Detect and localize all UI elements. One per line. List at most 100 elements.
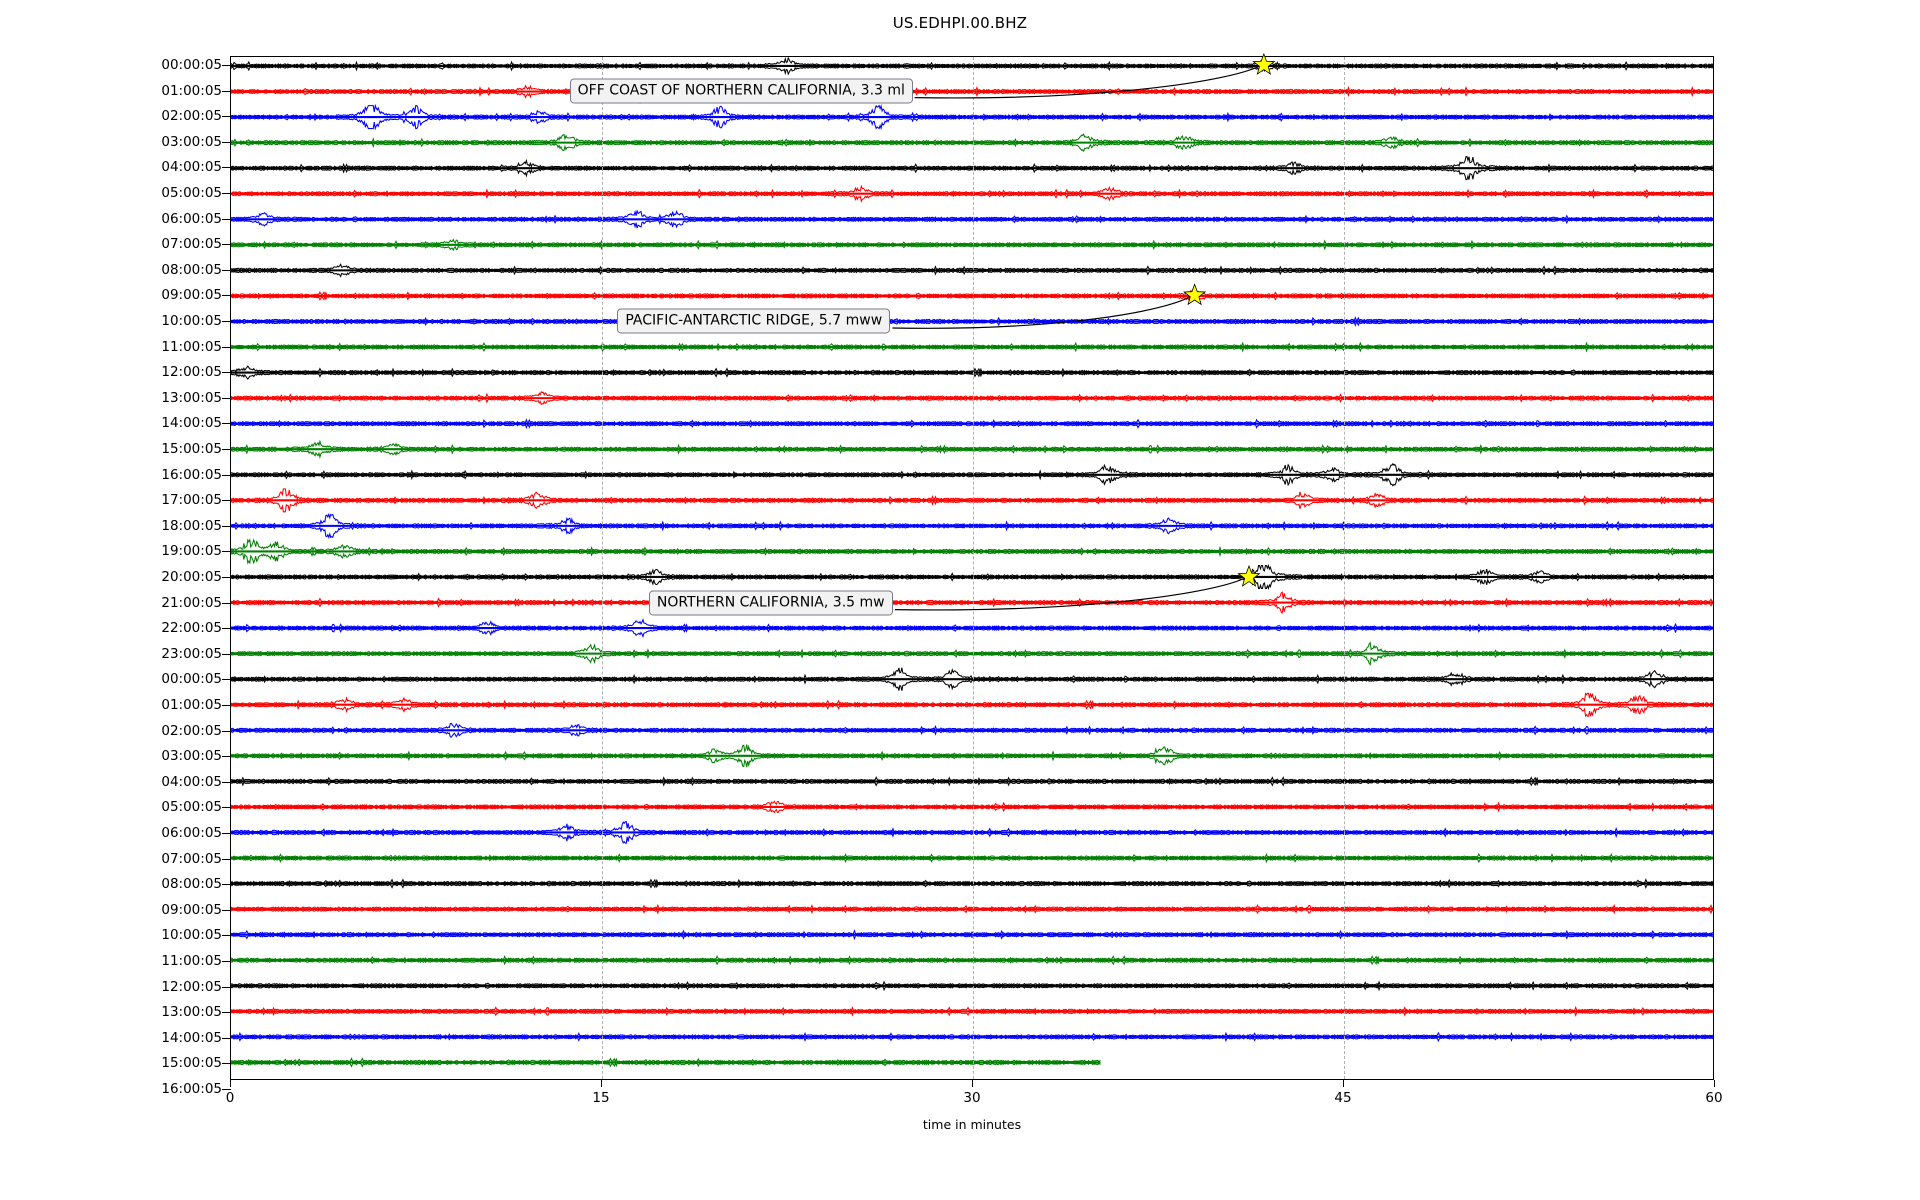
trace-row-18 xyxy=(231,514,1713,537)
y-tick-label-7: 07:00:05 xyxy=(161,236,222,253)
y-tick-mark-24 xyxy=(222,679,231,681)
y-tick-mark-34 xyxy=(222,935,231,937)
y-tick-mark-13 xyxy=(222,397,231,399)
trace-row-3 xyxy=(231,134,1713,151)
trace-row-24 xyxy=(231,668,1713,691)
gridline-x-45 xyxy=(1344,57,1345,1079)
y-tick-mark-12 xyxy=(222,372,231,374)
trace-row-36 xyxy=(231,982,1713,990)
trace-row-15 xyxy=(231,441,1713,457)
trace-row-34 xyxy=(231,931,1713,939)
y-tick-mark-20 xyxy=(222,577,231,578)
trace-row-31 xyxy=(231,854,1713,862)
y-tick-label-9: 09:00:05 xyxy=(161,287,222,304)
y-tick-label-35: 11:00:05 xyxy=(161,953,222,969)
trace-row-27 xyxy=(231,745,1713,767)
gridline-x-15 xyxy=(602,57,603,1079)
y-tick-label-6: 06:00:05 xyxy=(161,210,222,227)
y-tick-mark-40 xyxy=(222,1089,231,1090)
seismogram-traces xyxy=(231,57,1713,1079)
y-tick-mark-22 xyxy=(222,628,231,630)
x-axis-label: time in minutes xyxy=(922,1117,1022,1132)
y-tick-mark-11 xyxy=(222,346,231,348)
trace-row-10 xyxy=(231,318,1713,326)
y-tick-mark-19 xyxy=(222,551,231,553)
trace-row-38 xyxy=(231,1033,1713,1041)
y-tick-label-16: 16:00:05 xyxy=(161,466,222,483)
y-tick-label-20: 20:00:05 xyxy=(161,569,222,585)
y-axis-ticks: 00:00:05 01:00:05 02:00:05 03:00:05 04:00:05… xyxy=(130,56,222,1097)
y-tick-mark-30 xyxy=(222,833,231,834)
trace-row-28 xyxy=(231,777,1713,785)
event-annotation-label[interactable]: OFF COAST OF NORTHERN CALIFORNIA, 3.3 ml xyxy=(569,78,913,104)
trace-row-19 xyxy=(231,540,1713,563)
y-tick-mark-7 xyxy=(222,244,231,246)
y-tick-mark-25 xyxy=(222,705,231,706)
trace-row-23 xyxy=(231,643,1713,665)
x-tick-mark-60 xyxy=(1714,1080,1715,1087)
trace-row-1 xyxy=(231,80,1713,102)
trace-row-4 xyxy=(231,157,1713,180)
y-tick-label-25: 01:00:05 xyxy=(161,697,222,713)
y-tick-mark-37 xyxy=(222,1012,231,1014)
gridline-x-30 xyxy=(973,57,974,1079)
event-annotation-label[interactable]: PACIFIC-ANTARCTIC RIDGE, 5.7 mww xyxy=(617,308,891,334)
trace-row-13 xyxy=(231,392,1713,405)
y-tick-label-12: 12:00:05 xyxy=(161,364,222,381)
y-tick-mark-3 xyxy=(222,141,231,143)
y-tick-label-19: 19:00:05 xyxy=(161,543,222,560)
y-tick-mark-6 xyxy=(222,218,231,220)
y-tick-mark-8 xyxy=(222,269,231,271)
trace-row-37 xyxy=(231,1007,1713,1015)
y-tick-mark-29 xyxy=(222,807,231,809)
y-tick-label-38: 14:00:05 xyxy=(161,1029,222,1046)
y-tick-mark-35 xyxy=(222,961,231,962)
y-tick-label-37: 13:00:05 xyxy=(161,1004,222,1021)
y-tick-label-13: 13:00:05 xyxy=(161,389,222,406)
y-tick-label-10: 10:00:05 xyxy=(161,313,222,329)
y-tick-label-1: 01:00:05 xyxy=(161,82,222,99)
x-tick-mark-15 xyxy=(601,1080,602,1087)
trace-row-11 xyxy=(231,343,1713,351)
trace-row-26 xyxy=(231,723,1713,737)
trace-row-30 xyxy=(231,822,1713,844)
y-tick-label-15: 15:00:05 xyxy=(161,441,222,457)
y-tick-mark-10 xyxy=(222,321,231,322)
trace-row-0 xyxy=(231,58,1713,74)
x-tick-label-0: 0 xyxy=(225,1090,235,1106)
y-tick-mark-14 xyxy=(222,423,231,425)
y-tick-mark-36 xyxy=(222,986,231,988)
trace-row-16 xyxy=(231,464,1713,486)
y-tick-mark-16 xyxy=(222,474,231,476)
y-tick-label-26: 02:00:05 xyxy=(161,722,222,739)
y-tick-label-31: 07:00:05 xyxy=(161,850,222,867)
trace-row-39 xyxy=(231,1059,1100,1067)
trace-row-32 xyxy=(231,880,1713,888)
y-tick-label-23: 23:00:05 xyxy=(161,645,222,662)
y-tick-mark-26 xyxy=(222,730,231,732)
y-tick-label-21: 21:00:05 xyxy=(161,594,222,611)
trace-row-35 xyxy=(231,956,1713,964)
trace-row-2 xyxy=(231,106,1713,129)
x-tick-label-45: 45 xyxy=(1334,1090,1352,1106)
y-tick-mark-38 xyxy=(222,1037,231,1039)
trace-row-33 xyxy=(231,905,1713,913)
trace-row-14 xyxy=(231,420,1713,428)
event-annotation-label[interactable]: NORTHERN CALIFORNIA, 3.5 mw xyxy=(648,590,893,616)
y-tick-mark-18 xyxy=(222,525,231,527)
y-tick-mark-15 xyxy=(222,449,231,450)
y-tick-label-27: 03:00:05 xyxy=(161,748,222,765)
y-tick-mark-33 xyxy=(222,909,231,911)
y-tick-label-0: 00:00:05 xyxy=(161,57,222,73)
y-tick-label-39: 15:00:05 xyxy=(161,1055,222,1072)
trace-row-17 xyxy=(231,489,1713,512)
trace-row-29 xyxy=(231,801,1713,812)
y-tick-mark-28 xyxy=(222,781,231,783)
y-tick-mark-23 xyxy=(222,653,231,655)
y-tick-label-30: 06:00:05 xyxy=(161,825,222,841)
y-tick-label-24: 00:00:05 xyxy=(161,671,222,688)
y-tick-mark-17 xyxy=(222,500,231,502)
y-tick-mark-32 xyxy=(222,884,231,886)
y-tick-mark-27 xyxy=(222,756,231,758)
